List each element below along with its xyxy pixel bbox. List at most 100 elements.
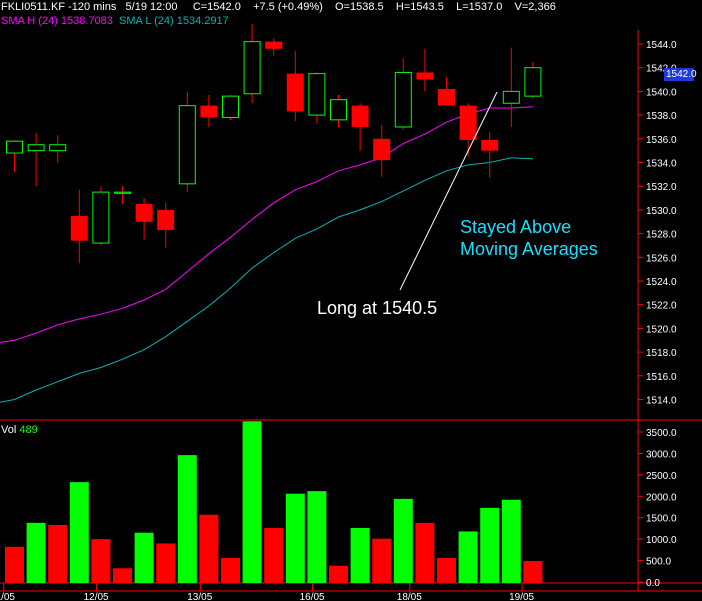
candle-body-up <box>243 41 261 95</box>
change-label: +7.5 (+0.49%) <box>253 1 323 13</box>
volume-bar <box>5 546 24 583</box>
volume-tick-label: 1500.0 <box>646 514 677 525</box>
price-tick-label: 1528.0 <box>646 230 677 241</box>
candle-body-up <box>524 67 542 97</box>
volume-pane-label: Vol 489 <box>1 424 38 436</box>
datetime-label: 5/19 12:00 <box>125 1 178 13</box>
price-tick-label: 1526.0 <box>646 253 677 264</box>
price-tick-label: 1534.0 <box>646 159 677 170</box>
candle-body-down <box>157 209 175 231</box>
volume-tick-label: 500.0 <box>646 557 671 568</box>
volume-bar <box>48 525 68 583</box>
candle-body-up <box>6 140 23 154</box>
time-tick-label: 16/05 <box>300 592 325 601</box>
candle-body-up <box>27 144 45 152</box>
volume-bar <box>221 558 240 583</box>
volume-bar <box>69 482 89 583</box>
annotation-pointer-line <box>399 91 498 291</box>
volume-bar <box>91 539 111 583</box>
candle-body-down <box>286 73 304 112</box>
volume-bar <box>113 568 132 583</box>
price-tick-label: 1520.0 <box>646 324 677 335</box>
volume-bar <box>523 561 543 583</box>
vol-title: Vol <box>1 424 17 436</box>
volume-bar <box>393 498 413 583</box>
candle-body-down <box>373 138 391 161</box>
candle-body-down <box>265 41 283 49</box>
volume-tick-label: 1000.0 <box>646 535 677 546</box>
time-tick-label: 13/05 <box>187 592 212 601</box>
volume-label: V=2,366 <box>514 1 556 13</box>
high-label: H=1543.5 <box>395 1 444 13</box>
candle-body-up <box>222 95 239 118</box>
symbol-label: FKLI0511.KF <box>1 1 65 13</box>
candle-body-down <box>70 215 88 241</box>
volume-bar <box>242 421 262 583</box>
price-tick-label: 1542.0 <box>646 64 677 75</box>
volume-tick-label: 2500.0 <box>646 471 677 482</box>
sma-legend: SMA H (24) 1538.7083 SMA L (24) 1534.291… <box>1 15 229 27</box>
volume-bar <box>458 531 478 583</box>
header-row: FKLI0511.KF -120 mins 5/19 12:00 C=1542.… <box>1 1 556 13</box>
stayed-above-annotation: Stayed Above Moving Averages <box>460 216 598 260</box>
candle-body-up <box>49 144 67 152</box>
price-tick-label: 1538.0 <box>646 111 677 122</box>
volume-bar <box>264 528 284 583</box>
volume-bar <box>329 565 348 583</box>
price-tick-label: 1544.0 <box>646 40 677 51</box>
candle-body-down <box>351 105 369 127</box>
price-tick-label: 1530.0 <box>646 206 677 217</box>
volume-bar <box>307 491 327 583</box>
volume-bar <box>177 455 197 583</box>
volume-bar <box>134 532 154 583</box>
candle-body-up <box>92 191 110 244</box>
time-tick-label: 11/05 <box>0 592 15 601</box>
sma-h-legend-label: SMA H (24) <box>1 15 58 27</box>
volume-bar <box>26 522 46 583</box>
candle-body-down <box>459 105 477 140</box>
candle-body-up <box>502 90 520 104</box>
low-label: L=1537.0 <box>456 1 503 13</box>
candle-body-down <box>416 72 434 80</box>
stayed-line-1: Stayed Above <box>460 217 572 237</box>
candle-body-down <box>438 89 455 106</box>
candle-body-up <box>394 71 412 128</box>
candle-body-down <box>135 203 153 222</box>
price-tick-label: 1536.0 <box>646 135 677 146</box>
interval-label: -120 mins <box>68 1 117 13</box>
price-tick-label: 1540.0 <box>646 87 677 98</box>
time-tick-label: 19/05 <box>509 592 534 601</box>
sma-l-legend-label: SMA L (24) <box>119 15 174 27</box>
sma-l-line <box>0 157 533 403</box>
time-tick-label: 18/05 <box>397 592 422 601</box>
volume-tick-label: 0.0 <box>646 578 660 589</box>
volume-bar <box>199 514 219 583</box>
volume-bar <box>350 528 370 583</box>
volume-bar <box>372 538 392 583</box>
candle-body-down <box>481 139 499 151</box>
volume-tick-label: 2000.0 <box>646 492 677 503</box>
volume-bar <box>156 543 176 583</box>
sma-h-legend-value: 1538.7083 <box>60 15 113 27</box>
volume-tick-label: 3000.0 <box>646 449 677 460</box>
price-tick-label: 1514.0 <box>646 396 677 407</box>
time-tick-label: 12/05 <box>84 592 109 601</box>
price-tick-label: 1516.0 <box>646 372 677 383</box>
volume-tick-label: 3500.0 <box>646 428 677 439</box>
last-price-tag: 1542.0 <box>664 68 697 81</box>
candle-body-up <box>308 73 326 116</box>
close-label: C=1542.0 <box>192 1 241 13</box>
candle-body-up <box>178 105 196 185</box>
candle-body-up <box>330 99 347 121</box>
candle-body-up <box>114 191 131 194</box>
open-label: O=1538.5 <box>335 1 384 13</box>
volume-bar <box>415 522 435 583</box>
volume-bar <box>285 493 305 583</box>
sma-h-line <box>0 106 533 343</box>
sma-l-legend-value: 1534.2917 <box>176 15 229 27</box>
volume-bar <box>501 499 521 583</box>
price-tick-label: 1524.0 <box>646 277 677 288</box>
long-entry-annotation: Long at 1540.5 <box>317 298 438 318</box>
